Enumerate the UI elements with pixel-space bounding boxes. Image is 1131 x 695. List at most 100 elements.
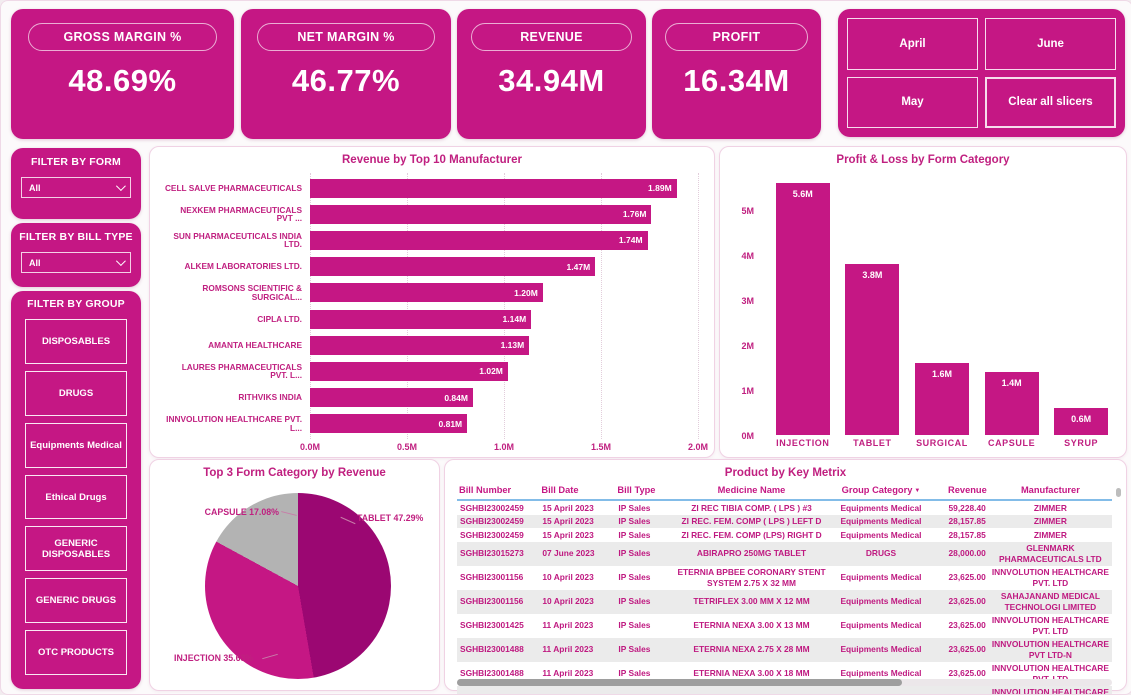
vbar-category-label: CAPSULE — [977, 438, 1047, 452]
table-column-header[interactable]: Bill Type — [615, 483, 669, 500]
hbar-x-tick: 0.0M — [300, 442, 320, 452]
table-cell: IP Sales — [615, 638, 669, 662]
kpi-value: 16.34M — [683, 63, 789, 99]
chevron-down-icon — [116, 181, 126, 191]
hbar-value-label: 1.74M — [619, 235, 648, 245]
group-filter-button[interactable]: GENERIC DISPOSABLES — [25, 526, 127, 571]
table-cell: 28,000.00 — [928, 542, 988, 566]
hbar-row: CIPLA LTD. 1.14M — [162, 306, 698, 332]
horizontal-scrollbar[interactable] — [457, 679, 1112, 686]
hbar-row: INNVOLUTION HEALTHCARE PVT. L...0.81M — [162, 411, 698, 437]
hbar-category-label: CIPLA LTD. — [162, 315, 310, 324]
vbar-value-label: 1.6M — [915, 369, 969, 379]
hbar-value-label: 1.76M — [623, 209, 652, 219]
group-filter-button[interactable]: DRUGS — [25, 371, 127, 416]
group-filter-button[interactable]: GENERIC DRUGS — [25, 578, 127, 623]
hbar-bar[interactable]: 1.74M — [310, 231, 648, 250]
group-filter-button[interactable]: Equipments Medical — [25, 423, 127, 468]
table-cell: SGHBI23002459 — [457, 528, 539, 542]
table-cell: 07 June 2023 — [539, 542, 615, 566]
slicer-button-april[interactable]: April — [847, 18, 978, 70]
table-cell: IP Sales — [615, 614, 669, 638]
hbar-x-tick: 0.5M — [397, 442, 417, 452]
form-filter-dropdown[interactable]: All — [21, 177, 131, 198]
form-filter-value: All — [29, 183, 41, 193]
group-filter-list: DISPOSABLES DRUGS Equipments Medical Ethica… — [25, 319, 127, 675]
table-column-header[interactable]: Bill Number — [457, 483, 539, 500]
hbar-track: 0.81M — [310, 414, 698, 433]
slicer-button-may[interactable]: May — [847, 77, 978, 129]
table-column-header[interactable]: Manufacturer — [989, 483, 1112, 500]
horizontal-scrollbar-thumb[interactable] — [457, 679, 902, 686]
hbar-bar[interactable]: 0.81M — [310, 414, 467, 433]
kpi-card-profit: PROFIT 16.34M — [652, 9, 821, 139]
vbar-bar[interactable]: 3.8M — [845, 264, 899, 435]
table-cell: INNVOLUTION HEALTHCARE PVT. LTD — [989, 566, 1112, 590]
table-cell: 15 April 2023 — [539, 500, 615, 515]
group-filter-button[interactable]: OTC PRODUCTS — [25, 630, 127, 675]
sort-descending-icon: ▼ — [914, 488, 920, 494]
filter-by-form-panel: FILTER BY FORM All — [11, 148, 141, 219]
table-cell: ZIMMER — [989, 500, 1112, 515]
hbar-bar[interactable]: 1.76M — [310, 205, 651, 224]
vbar-bar[interactable]: 1.6M — [915, 363, 969, 435]
clear-all-slicers-button[interactable]: Clear all slicers — [985, 77, 1116, 129]
hbar-value-label: 0.81M — [439, 419, 468, 429]
hbar-bar[interactable]: 1.89M — [310, 179, 677, 198]
hbar-row: SUN PHARMACEUTICALS INDIA LTD.1.74M — [162, 227, 698, 253]
kpi-card-net-margin: NET MARGIN % 46.77% — [241, 9, 451, 139]
table-cell: IP Sales — [615, 686, 669, 695]
hbar-track: 1.13M — [310, 336, 698, 355]
hbar-bar[interactable]: 1.13M — [310, 336, 529, 355]
table-cell: Equipments Medical — [834, 614, 929, 638]
table-column-header[interactable]: Revenue — [928, 483, 988, 500]
table-column-header[interactable]: Medicine Name — [670, 483, 834, 500]
hbar-x-tick: 2.0M — [688, 442, 708, 452]
vbar-bar[interactable]: 1.4M — [985, 372, 1039, 435]
table-cell: 59,228.40 — [928, 500, 988, 515]
bill-type-filter-dropdown[interactable]: All — [21, 252, 131, 273]
hbar-bar[interactable]: 1.47M — [310, 257, 595, 276]
hbar-value-label: 0.84M — [444, 393, 473, 403]
table-column-header[interactable]: Bill Date — [539, 483, 615, 500]
vertical-scrollbar-thumb[interactable] — [1116, 488, 1121, 497]
hbar-value-label: 1.14M — [503, 314, 532, 324]
hbar-bar[interactable]: 0.84M — [310, 388, 473, 407]
table-cell: 15 April 2023 — [539, 528, 615, 542]
table-cell: 23,625.00 — [928, 566, 988, 590]
group-filter-button[interactable]: DISPOSABLES — [25, 319, 127, 364]
vbar-value-label: 0.6M — [1054, 414, 1108, 424]
slicer-button-june[interactable]: June — [985, 18, 1116, 70]
table-cell: ETERNIA NEXA 2.75 X 40 MM — [670, 686, 834, 695]
hbar-bar[interactable]: 1.02M — [310, 362, 508, 381]
vbar-category-label: TABLET — [838, 438, 908, 452]
hbar-track: 1.47M — [310, 257, 698, 276]
group-filter-button[interactable]: Ethical Drugs — [25, 475, 127, 520]
pie-label-capsule: CAPSULE 17.08% — [175, 507, 279, 517]
table-column-header[interactable]: Group Category▼ — [834, 483, 929, 500]
vbar-bar[interactable]: 0.6M — [1054, 408, 1108, 435]
table-cell: ZI REC TIBIA COMP. ( LPS ) #3 — [670, 500, 834, 515]
kpi-value: 34.94M — [498, 63, 604, 99]
vbar-y-tick: 5M — [741, 206, 754, 216]
hbar-bar[interactable]: 1.20M — [310, 283, 543, 302]
hbar-row: LAURES PHARMACEUTICALS PVT. L...1.02M — [162, 358, 698, 384]
vbar-cell: 0.6M — [1046, 179, 1116, 435]
hbar-row: NEXKEM PHARMACEUTICALS PVT ...1.76M — [162, 201, 698, 227]
hbar-row: ROMSONS SCIENTIFIC & SURGICAL...1.20M — [162, 280, 698, 306]
hbar-bar[interactable]: 1.14M — [310, 310, 531, 329]
hbar-value-label: 1.02M — [479, 366, 508, 376]
vbar-bar[interactable]: 5.6M — [776, 183, 830, 435]
table-cell: 10 April 2023 — [539, 590, 615, 614]
